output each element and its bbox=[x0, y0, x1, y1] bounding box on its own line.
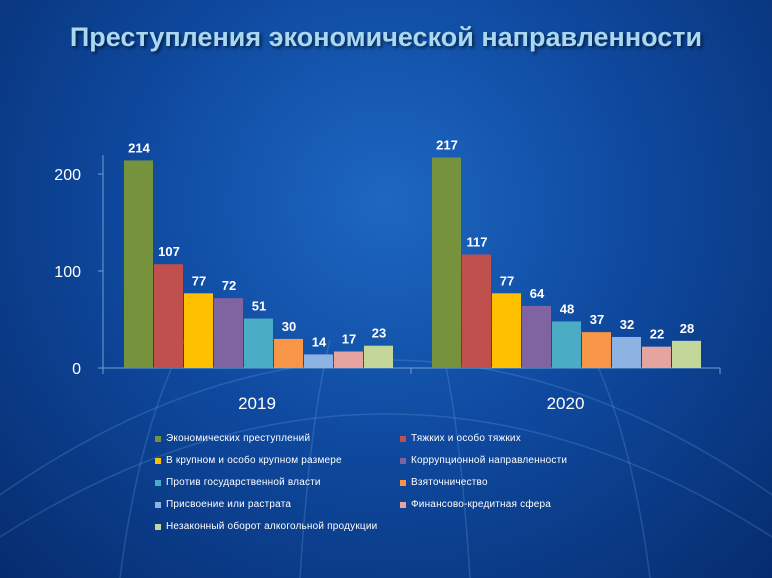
y-tick-label: 200 bbox=[54, 167, 81, 184]
bar bbox=[552, 321, 581, 368]
legend-label: Финансово-кредитная сфера bbox=[411, 499, 552, 510]
bar bbox=[244, 318, 273, 368]
chart-legend: Экономических преступлений Тяжких и особо… bbox=[155, 430, 635, 535]
bar bbox=[642, 346, 671, 368]
legend-item: Коррупционной направленности bbox=[400, 452, 635, 469]
legend-swatch bbox=[155, 435, 161, 442]
legend-label: Незаконный оборот алкогольной продукции bbox=[166, 521, 378, 532]
bar bbox=[334, 351, 363, 368]
legend-item: В крупном и особо крупном размере bbox=[155, 452, 400, 469]
bar-value-label: 107 bbox=[158, 244, 180, 259]
bar bbox=[612, 336, 641, 368]
bar bbox=[432, 157, 461, 368]
legend-label: Присвоение или растрата bbox=[166, 499, 292, 510]
legend-label: В крупном и особо крупном размере bbox=[166, 455, 342, 466]
page-title: Преступления экономической направленност… bbox=[69, 22, 703, 52]
bar-value-label: 22 bbox=[650, 327, 664, 342]
bar-value-label: 14 bbox=[312, 334, 327, 349]
legend-swatch bbox=[155, 479, 161, 486]
bar-value-label: 17 bbox=[342, 332, 356, 347]
bar bbox=[304, 354, 333, 368]
legend-item: Тяжких и особо тяжких bbox=[400, 430, 635, 447]
legend-item: Присвоение или растрата bbox=[155, 496, 400, 513]
bar-value-label: 37 bbox=[590, 312, 604, 327]
legend-label: Взяточничество bbox=[411, 477, 488, 488]
y-tick-label: 0 bbox=[72, 361, 81, 378]
bar bbox=[184, 293, 213, 368]
legend-swatch bbox=[155, 457, 161, 464]
legend-label: Коррупционной направленности bbox=[411, 455, 568, 466]
legend-swatch bbox=[155, 523, 161, 530]
legend-swatch bbox=[400, 479, 406, 486]
bar-value-label: 77 bbox=[192, 273, 206, 288]
bar-value-label: 30 bbox=[282, 319, 296, 334]
legend-swatch bbox=[400, 457, 406, 464]
bar-value-label: 48 bbox=[560, 301, 574, 316]
bar bbox=[124, 160, 153, 368]
x-tick-label: 2020 bbox=[547, 394, 585, 413]
legend-item: Взяточничество bbox=[400, 474, 635, 491]
bar bbox=[274, 338, 303, 368]
legend-swatch bbox=[155, 501, 161, 508]
bar-value-label: 28 bbox=[680, 321, 694, 336]
bar bbox=[582, 332, 611, 368]
legend-label: Против государственной власти bbox=[166, 477, 321, 488]
bar-value-label: 117 bbox=[467, 235, 488, 250]
legend-label: Экономических преступлений bbox=[166, 433, 311, 444]
bar bbox=[522, 305, 551, 368]
bar-value-label: 72 bbox=[222, 278, 236, 293]
bar bbox=[492, 293, 521, 368]
legend-item: Незаконный оборот алкогольной продукции bbox=[155, 518, 400, 535]
legend-item: Экономических преступлений bbox=[155, 430, 400, 447]
bar bbox=[364, 345, 393, 368]
bar bbox=[154, 264, 183, 368]
legend-swatch bbox=[400, 501, 406, 508]
bar-value-label: 217 bbox=[436, 138, 458, 153]
legend-swatch bbox=[400, 435, 406, 442]
bar bbox=[462, 254, 491, 368]
legend-item: Против государственной власти bbox=[155, 474, 400, 491]
bar bbox=[214, 298, 243, 368]
legend-item: Финансово-кредитная сфера bbox=[400, 496, 635, 513]
x-tick-label: 2019 bbox=[238, 394, 276, 413]
bar-value-label: 77 bbox=[500, 273, 514, 288]
bar-value-label: 214 bbox=[128, 140, 150, 155]
y-tick-label: 100 bbox=[54, 264, 81, 281]
bar bbox=[672, 340, 701, 368]
legend-label: Тяжких и особо тяжких bbox=[411, 433, 521, 444]
bar-value-label: 32 bbox=[620, 317, 634, 332]
bar-value-label: 64 bbox=[530, 286, 545, 301]
bar-value-label: 51 bbox=[252, 299, 266, 314]
bar-value-label: 23 bbox=[372, 326, 386, 341]
